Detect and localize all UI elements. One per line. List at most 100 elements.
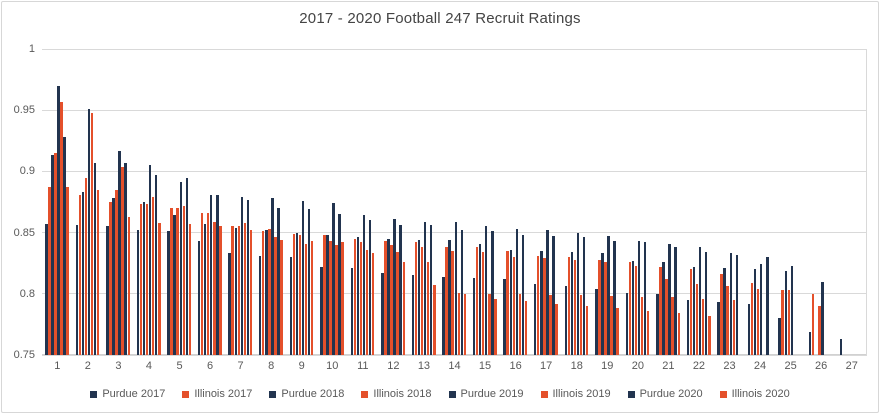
x-tick-label: 27 [845,360,858,372]
bar [689,269,693,355]
bar [726,286,729,355]
bar [365,249,369,355]
bar [356,237,360,355]
bar [674,247,677,355]
bar [423,221,427,355]
bar [735,254,739,355]
bar [142,202,146,355]
bar [219,226,222,355]
bar [216,194,219,355]
bar [790,265,794,355]
plot-right-edge-line [866,49,867,355]
y-tick-label: 0.8 [19,287,35,300]
bar [280,239,283,355]
x-tick-label: 22 [692,360,706,372]
bar [610,296,613,355]
bar [695,284,699,355]
legend-marker [719,390,727,398]
bar [371,253,375,355]
bar [631,260,635,355]
bar [747,303,751,355]
bar [368,220,372,355]
bar [109,202,112,355]
bar [549,295,552,355]
bar [598,259,601,355]
bar [332,203,335,355]
bar [136,230,140,355]
legend-label: Purdue 2019 [460,388,524,400]
bar [124,162,127,355]
bar [402,261,405,355]
bar [200,213,204,355]
bar [524,301,528,355]
bar [540,250,543,355]
legend-marker [182,390,190,398]
bar [677,313,680,355]
bar [112,198,115,355]
x-tick-label: 19 [601,360,614,372]
bar [246,199,250,355]
legend-marker [361,390,369,398]
bar [582,237,586,355]
bar [274,237,277,355]
bar [426,261,430,355]
bar [604,261,607,355]
bar [671,297,674,355]
bar [249,230,253,355]
bar [262,231,265,355]
y-tick-label: 1 [28,43,35,55]
bar [448,239,451,355]
bar [158,222,161,355]
bar [118,150,121,355]
bar [485,226,488,355]
bar [818,306,821,355]
bar [573,259,577,355]
bar [75,225,79,355]
bar [207,213,210,355]
bar [57,85,60,355]
bar [753,269,757,355]
bar [503,279,506,355]
bar [414,242,418,355]
x-tick-label: 11 [357,360,369,372]
bar [585,306,589,355]
legend-label: Illinois 2017 [194,388,253,400]
bar [482,252,485,355]
bar [393,219,396,355]
bar [320,266,323,355]
y-tick-label: 0.95 [13,104,35,117]
bar [433,285,436,355]
bar [417,239,421,355]
bar [518,293,522,355]
bar [732,299,735,355]
bar [268,228,271,355]
bar [353,238,357,355]
bar [668,243,671,355]
x-tick-label: 9 [298,360,305,372]
bar [295,232,299,355]
bar [362,215,366,355]
bar [616,308,619,355]
x-tick-label: 8 [268,360,275,372]
bar [766,257,769,355]
bar [607,236,610,355]
bar [543,258,546,355]
bar [555,303,558,355]
bar [381,272,384,355]
bar [460,230,464,355]
legend-marker [448,390,456,398]
legend-marker [627,390,635,398]
bar [778,318,781,355]
x-tick-label: 3 [115,360,122,372]
x-tick-label: 10 [326,360,339,372]
x-tick-label: 13 [417,360,431,372]
bar [757,288,760,355]
bar [66,187,69,355]
bar [310,241,314,355]
bar [781,290,784,355]
bar [475,247,479,355]
bar [634,265,638,355]
bar [750,282,754,355]
bar [613,241,616,355]
